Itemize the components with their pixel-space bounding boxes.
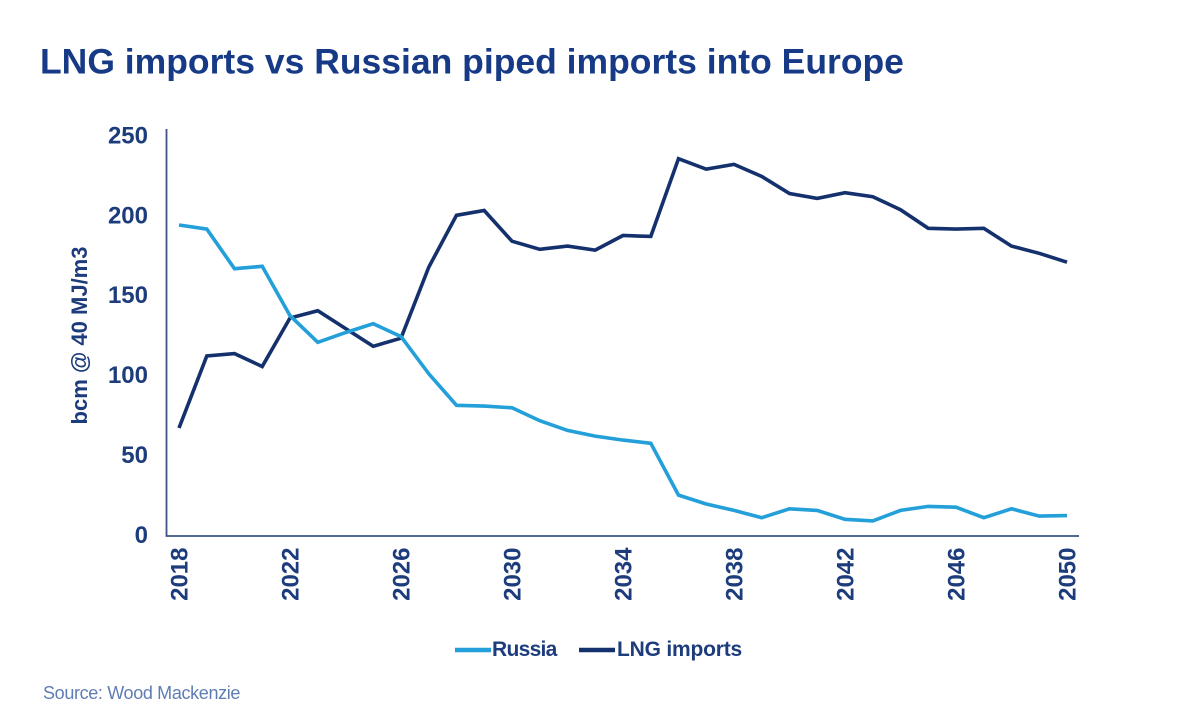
svg-text:50: 50: [121, 442, 148, 469]
svg-text:200: 200: [108, 202, 148, 229]
svg-text:2030: 2030: [500, 548, 527, 601]
svg-text:2022: 2022: [278, 548, 305, 601]
svg-text:Source: Wood Mackenzie: Source: Wood Mackenzie: [43, 683, 240, 703]
svg-text:2034: 2034: [611, 547, 638, 601]
svg-text:2050: 2050: [1055, 548, 1082, 601]
svg-text:Russia: Russia: [492, 638, 558, 661]
svg-text:2026: 2026: [389, 548, 416, 601]
svg-text:2018: 2018: [167, 548, 194, 601]
svg-text:LNG imports vs Russian piped i: LNG imports vs Russian piped imports int…: [40, 42, 904, 82]
svg-text:LNG imports: LNG imports: [617, 638, 742, 661]
svg-text:250: 250: [108, 123, 148, 150]
svg-text:0: 0: [135, 522, 148, 549]
svg-text:100: 100: [108, 362, 148, 389]
svg-text:2042: 2042: [833, 548, 860, 601]
svg-text:150: 150: [108, 282, 148, 309]
svg-text:2038: 2038: [722, 548, 749, 601]
svg-text:bcm @ 40 MJ/m3: bcm @ 40 MJ/m3: [67, 247, 92, 425]
svg-text:2046: 2046: [944, 548, 971, 601]
